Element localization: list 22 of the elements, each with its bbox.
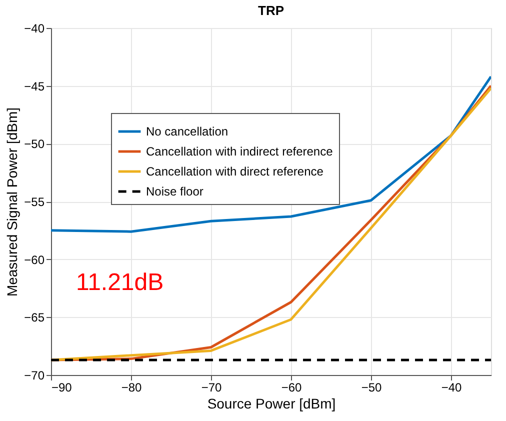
legend-label: Cancellation with direct reference — [146, 164, 324, 178]
x-tick-label: −50 — [361, 380, 382, 394]
y-tick-label: −70 — [24, 368, 45, 382]
y-tick-label: −60 — [24, 252, 45, 267]
y-tick-label: −40 — [24, 22, 45, 36]
y-tick-label: −55 — [24, 195, 45, 209]
x-tick-label: −60 — [281, 380, 302, 394]
x-axis-title: Source Power [dBm] — [207, 396, 336, 412]
y-tick-label: −50 — [24, 137, 45, 152]
x-tick-label: −80 — [121, 380, 142, 394]
line-series — [51, 75, 491, 233]
chart-title: TRP — [258, 3, 284, 18]
annotation: 11.21dB — [76, 269, 164, 296]
legend-label: No cancellation — [146, 124, 228, 138]
x-tick-label: −90 — [52, 380, 72, 394]
y-axis-title: Measured Signal Power [dBm] — [4, 107, 20, 297]
x-tick-label: −40 — [441, 380, 462, 394]
legend-label: Noise floor — [146, 184, 204, 198]
y-tick-label: −65 — [24, 310, 45, 325]
legend-label: Cancellation with indirect reference — [146, 144, 334, 158]
y-tick-label: −45 — [24, 79, 45, 94]
x-tick-label: −70 — [201, 380, 222, 394]
